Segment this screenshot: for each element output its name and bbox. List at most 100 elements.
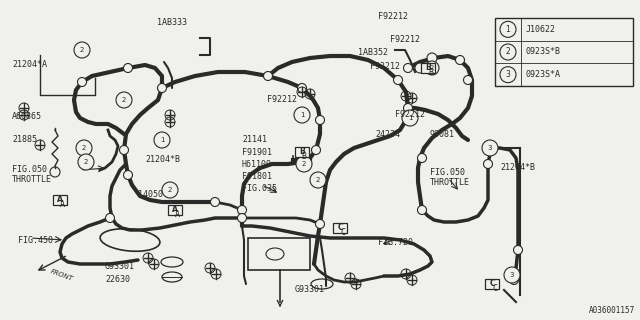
Text: F92212: F92212 — [390, 35, 420, 44]
Circle shape — [417, 205, 426, 214]
Text: 14050: 14050 — [138, 190, 163, 199]
Text: J10622: J10622 — [526, 25, 556, 34]
Text: THROTTLE: THROTTLE — [12, 175, 52, 184]
FancyBboxPatch shape — [168, 205, 182, 215]
Text: FIG.450: FIG.450 — [18, 236, 53, 245]
Circle shape — [157, 84, 166, 92]
Circle shape — [463, 76, 472, 84]
Text: 21885: 21885 — [12, 135, 37, 144]
Circle shape — [296, 156, 312, 172]
Circle shape — [402, 110, 418, 126]
Text: 21204*A: 21204*A — [12, 60, 47, 69]
Text: C: C — [340, 228, 345, 237]
FancyBboxPatch shape — [485, 279, 499, 289]
Circle shape — [425, 61, 439, 75]
Circle shape — [162, 182, 178, 198]
Circle shape — [482, 140, 498, 156]
Text: 1: 1 — [408, 115, 412, 121]
Circle shape — [394, 76, 403, 84]
Text: C: C — [489, 279, 495, 289]
Text: 99081: 99081 — [430, 130, 455, 139]
Circle shape — [504, 267, 520, 283]
Text: F92212: F92212 — [378, 12, 408, 21]
Text: B: B — [301, 152, 306, 161]
Circle shape — [417, 154, 426, 163]
Circle shape — [294, 107, 310, 123]
Text: F92212: F92212 — [267, 95, 297, 104]
Text: 21204*B: 21204*B — [145, 155, 180, 164]
Circle shape — [120, 146, 129, 155]
Text: C: C — [337, 223, 343, 233]
Text: 2: 2 — [122, 97, 126, 103]
FancyBboxPatch shape — [53, 195, 67, 205]
Text: FIG.050: FIG.050 — [430, 168, 465, 177]
Text: 2: 2 — [80, 47, 84, 53]
Text: 0923S*B: 0923S*B — [526, 47, 561, 57]
Text: 1: 1 — [506, 25, 510, 34]
Text: 1AB352: 1AB352 — [358, 48, 388, 57]
Circle shape — [316, 116, 324, 124]
Text: FIG.720: FIG.720 — [378, 238, 413, 247]
Circle shape — [298, 84, 307, 92]
Text: B: B — [428, 68, 433, 77]
Text: 22630: 22630 — [105, 275, 130, 284]
Circle shape — [312, 146, 321, 155]
Text: 2: 2 — [302, 161, 306, 167]
Text: F91801: F91801 — [242, 172, 272, 181]
Text: 2: 2 — [316, 177, 320, 183]
Circle shape — [316, 220, 324, 228]
Text: 3: 3 — [488, 145, 492, 151]
Text: A036001157: A036001157 — [589, 306, 635, 315]
Text: G93301: G93301 — [105, 262, 135, 271]
Text: 1: 1 — [160, 137, 164, 143]
Circle shape — [124, 171, 132, 180]
FancyBboxPatch shape — [333, 223, 347, 233]
Text: F92212: F92212 — [370, 62, 400, 71]
Text: A60865: A60865 — [12, 112, 42, 121]
Text: 3: 3 — [509, 272, 515, 278]
Text: B: B — [425, 63, 431, 73]
Circle shape — [298, 157, 307, 166]
Circle shape — [76, 140, 92, 156]
Circle shape — [415, 63, 425, 73]
Circle shape — [403, 103, 413, 113]
Circle shape — [500, 67, 516, 83]
Text: THROTTLE: THROTTLE — [430, 178, 470, 187]
Circle shape — [154, 132, 170, 148]
Circle shape — [77, 77, 86, 86]
Text: 2: 2 — [168, 187, 172, 193]
Text: A: A — [57, 196, 63, 204]
Text: 3: 3 — [506, 70, 511, 79]
Text: B: B — [299, 148, 305, 156]
Text: 2: 2 — [506, 47, 510, 57]
Circle shape — [500, 21, 516, 37]
Circle shape — [211, 197, 220, 206]
Text: 2: 2 — [84, 159, 88, 165]
Text: G93301: G93301 — [295, 285, 325, 294]
FancyBboxPatch shape — [295, 147, 309, 157]
FancyBboxPatch shape — [248, 238, 310, 270]
Circle shape — [237, 213, 246, 222]
Text: A: A — [175, 210, 180, 219]
Circle shape — [427, 53, 437, 63]
Text: 0923S*A: 0923S*A — [526, 70, 561, 79]
Text: FIG.050: FIG.050 — [12, 165, 47, 174]
Circle shape — [513, 245, 522, 254]
Circle shape — [78, 154, 94, 170]
Text: 21141: 21141 — [242, 135, 267, 144]
Text: FRONT: FRONT — [50, 268, 74, 282]
Circle shape — [116, 92, 132, 108]
Text: H61109: H61109 — [242, 160, 272, 169]
Circle shape — [106, 213, 115, 222]
Text: 1AB333: 1AB333 — [157, 18, 187, 27]
FancyBboxPatch shape — [421, 63, 435, 73]
FancyBboxPatch shape — [495, 18, 633, 86]
Text: C: C — [492, 284, 497, 293]
Circle shape — [264, 71, 273, 81]
Circle shape — [403, 63, 413, 73]
Text: F92212: F92212 — [395, 110, 425, 119]
Circle shape — [310, 172, 326, 188]
Text: 1: 1 — [300, 112, 304, 118]
Circle shape — [500, 44, 516, 60]
Circle shape — [124, 63, 132, 73]
